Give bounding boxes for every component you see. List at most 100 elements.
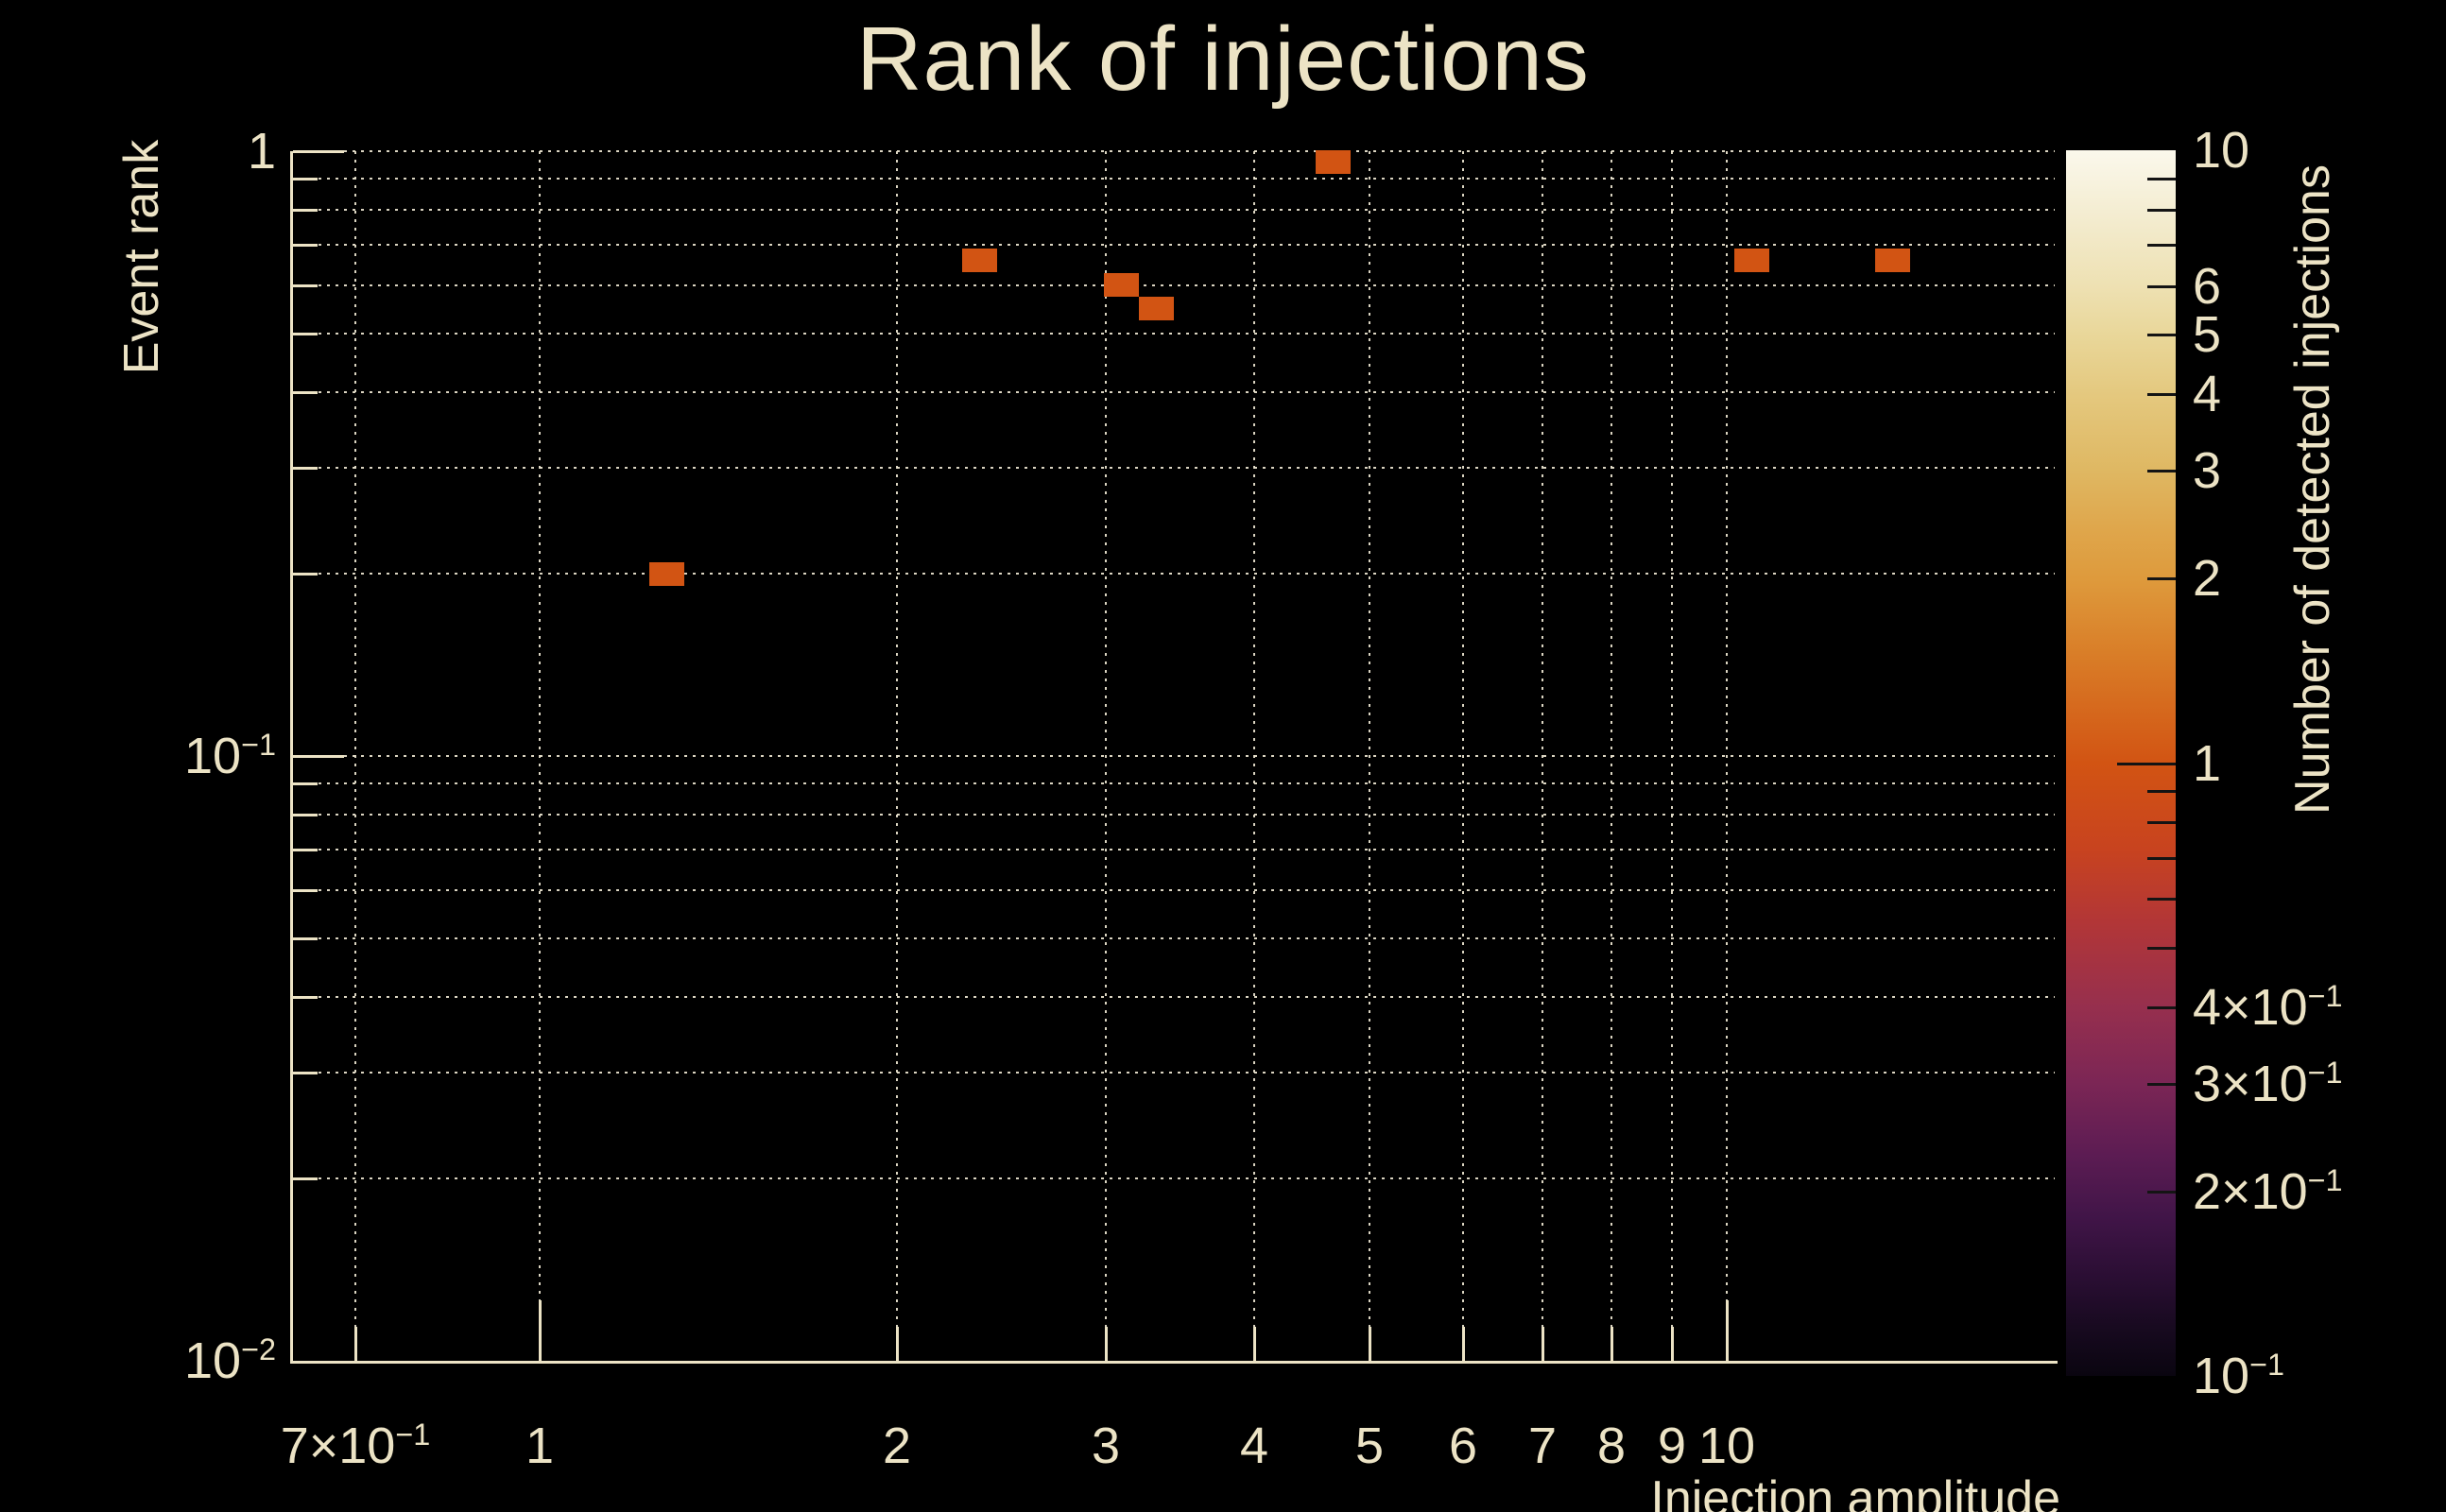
y-gridline: [293, 244, 2055, 246]
colorbar-minor-tick: [2147, 209, 2176, 212]
y-gridline: [293, 284, 2055, 286]
y-gridline: [293, 937, 2055, 939]
y-tick: [293, 849, 318, 851]
x-tick: [1105, 1327, 1108, 1361]
x-tick: [1671, 1327, 1674, 1361]
x-tick-label: 7×10−1: [280, 1418, 431, 1474]
y-major-tick: [293, 755, 344, 758]
y-tick-label: 10−1: [183, 728, 276, 784]
colorbar-minor-tick: [2147, 244, 2176, 247]
y-axis-line: [290, 151, 293, 1364]
colorbar-minor-tick: [2147, 178, 2176, 180]
x-tick-label: 10: [1697, 1418, 1756, 1474]
colorbar-tick-label: 5: [2193, 306, 2222, 363]
y-tick-label: 10−2: [183, 1332, 276, 1389]
x-tick: [539, 1300, 542, 1361]
y-tick: [293, 937, 318, 940]
y-gridline: [293, 1072, 2055, 1074]
x-tick-label: 8: [1596, 1418, 1627, 1474]
colorbar-minor-tick: [2147, 857, 2176, 860]
colorbar-tick-label: 4: [2193, 366, 2222, 422]
y-gridline: [293, 467, 2055, 469]
y-tick: [293, 573, 318, 576]
heatmap-bin: [1316, 150, 1351, 174]
colorbar-minor-tick: [2147, 1191, 2176, 1194]
colorbar-tick-label: 1: [2193, 735, 2222, 792]
y-tick: [293, 996, 318, 999]
y-tick-label: 1: [247, 123, 276, 180]
x-tick-label: 9: [1657, 1418, 1687, 1474]
colorbar-tick-label: 10−1: [2193, 1348, 2285, 1404]
colorbar-tick-label: 3×10−1: [2193, 1056, 2343, 1112]
colorbar-minor-tick: [2147, 577, 2176, 580]
y-tick: [293, 209, 318, 212]
colorbar-minor-tick: [2147, 393, 2176, 396]
y-tick: [293, 1072, 318, 1074]
x-axis-title: Injection amplitude: [1650, 1471, 2060, 1512]
x-tick-label: 3: [1091, 1418, 1121, 1474]
colorbar-tick-label: 10: [2193, 122, 2250, 179]
y-tick: [293, 814, 318, 816]
colorbar-tick-label: 3: [2193, 442, 2222, 499]
x-tick: [1253, 1327, 1256, 1361]
heatmap-bin: [1104, 273, 1139, 297]
colorbar-minor-tick: [2147, 790, 2176, 793]
x-tick: [1726, 1300, 1729, 1361]
colorbar-minor-tick: [2147, 947, 2176, 950]
y-gridline: [293, 849, 2055, 850]
heatmap-bin: [962, 249, 997, 272]
y-axis-title: Event rank: [114, 139, 169, 375]
x-tick: [896, 1327, 899, 1361]
heatmap-bin: [649, 562, 684, 586]
colorbar-minor-tick: [2147, 898, 2176, 901]
y-gridline: [293, 814, 2055, 816]
y-tick: [293, 467, 318, 470]
heatmap-bin: [1139, 297, 1174, 320]
colorbar-tick-label: 6: [2193, 258, 2222, 315]
x-tick: [1542, 1327, 1544, 1361]
x-tick-label: 1: [525, 1418, 555, 1474]
y-tick: [293, 782, 318, 785]
colorbar-title: Number of detected injections: [2285, 164, 2340, 815]
chart-title: Rank of injections: [856, 9, 1590, 110]
colorbar-minor-tick: [2147, 821, 2176, 824]
colorbar-minor-tick: [2147, 470, 2176, 472]
x-tick-label: 7: [1527, 1418, 1558, 1474]
colorbar-tick-label: 4×10−1: [2193, 979, 2343, 1036]
y-major-tick: [293, 150, 344, 153]
y-tick: [293, 889, 318, 892]
x-tick-label: 4: [1239, 1418, 1269, 1474]
y-tick: [293, 284, 318, 287]
y-gridline: [293, 333, 2055, 335]
y-gridline: [293, 209, 2055, 211]
y-tick: [293, 391, 318, 394]
y-tick: [293, 1177, 318, 1180]
x-tick: [1369, 1327, 1371, 1361]
x-tick-label: 5: [1354, 1418, 1385, 1474]
colorbar-minor-tick: [2147, 1083, 2176, 1086]
y-tick: [293, 178, 318, 180]
y-tick: [293, 244, 318, 247]
y-gridline: [293, 782, 2055, 784]
x-tick-label: 2: [882, 1418, 912, 1474]
y-gridline: [293, 178, 2055, 180]
y-tick: [293, 333, 318, 335]
x-axis-line: [290, 1361, 2058, 1364]
colorbar-major-tick: [2117, 763, 2176, 765]
y-gridline: [293, 391, 2055, 393]
heatmap-bin: [1734, 249, 1769, 272]
colorbar-minor-tick: [2147, 285, 2176, 288]
y-gridline: [293, 1177, 2055, 1179]
colorbar-minor-tick: [2147, 1006, 2176, 1009]
colorbar-tick-label: 2×10−1: [2193, 1163, 2343, 1220]
heatmap-bin: [1875, 249, 1910, 272]
x-tick: [1462, 1327, 1465, 1361]
x-tick: [1611, 1327, 1613, 1361]
y-gridline: [293, 150, 2055, 152]
x-tick: [354, 1327, 357, 1361]
x-tick-label: 6: [1448, 1418, 1478, 1474]
y-gridline: [293, 889, 2055, 891]
y-gridline: [293, 573, 2055, 575]
y-gridline: [293, 755, 2055, 757]
